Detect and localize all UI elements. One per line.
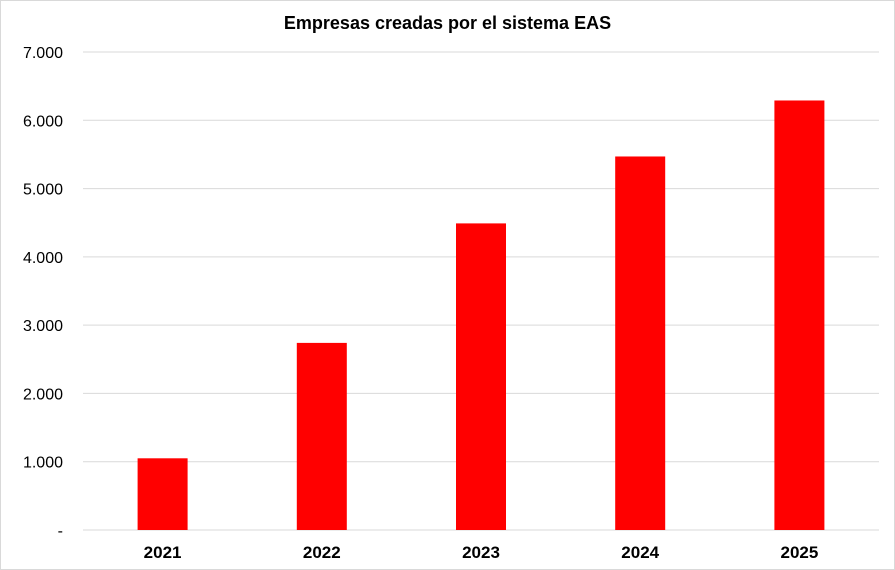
x-axis: 2021 2022 2023 2024 2025 bbox=[144, 543, 819, 562]
x-tick-label: 2025 bbox=[780, 543, 818, 562]
x-tick-label: 2022 bbox=[303, 543, 341, 562]
y-axis: - 1.000 2.000 3.000 4.000 5.000 6.000 7.000 bbox=[23, 45, 63, 540]
bar-2023 bbox=[456, 223, 506, 530]
y-tick-label: 6.000 bbox=[23, 113, 63, 130]
y-tick-label: 2.000 bbox=[23, 386, 63, 403]
bar-2021 bbox=[137, 458, 188, 530]
y-tick-label: 3.000 bbox=[23, 318, 63, 335]
y-tick-label: 7.000 bbox=[23, 45, 63, 62]
x-tick-label: 2021 bbox=[144, 543, 182, 562]
x-tick-label: 2024 bbox=[621, 543, 659, 562]
bar-2025 bbox=[774, 100, 825, 531]
y-tick-label: 1.000 bbox=[23, 455, 63, 472]
y-tick-label: 4.000 bbox=[23, 250, 63, 267]
bar-2024 bbox=[615, 156, 666, 530]
bars bbox=[137, 100, 825, 531]
y-tick-label: 5.000 bbox=[23, 182, 63, 199]
y-tick-label: - bbox=[58, 523, 63, 540]
x-tick-label: 2023 bbox=[462, 543, 500, 562]
bar-2022 bbox=[296, 342, 347, 530]
chart-title: Empresas creadas por el sistema EAS bbox=[283, 13, 612, 33]
